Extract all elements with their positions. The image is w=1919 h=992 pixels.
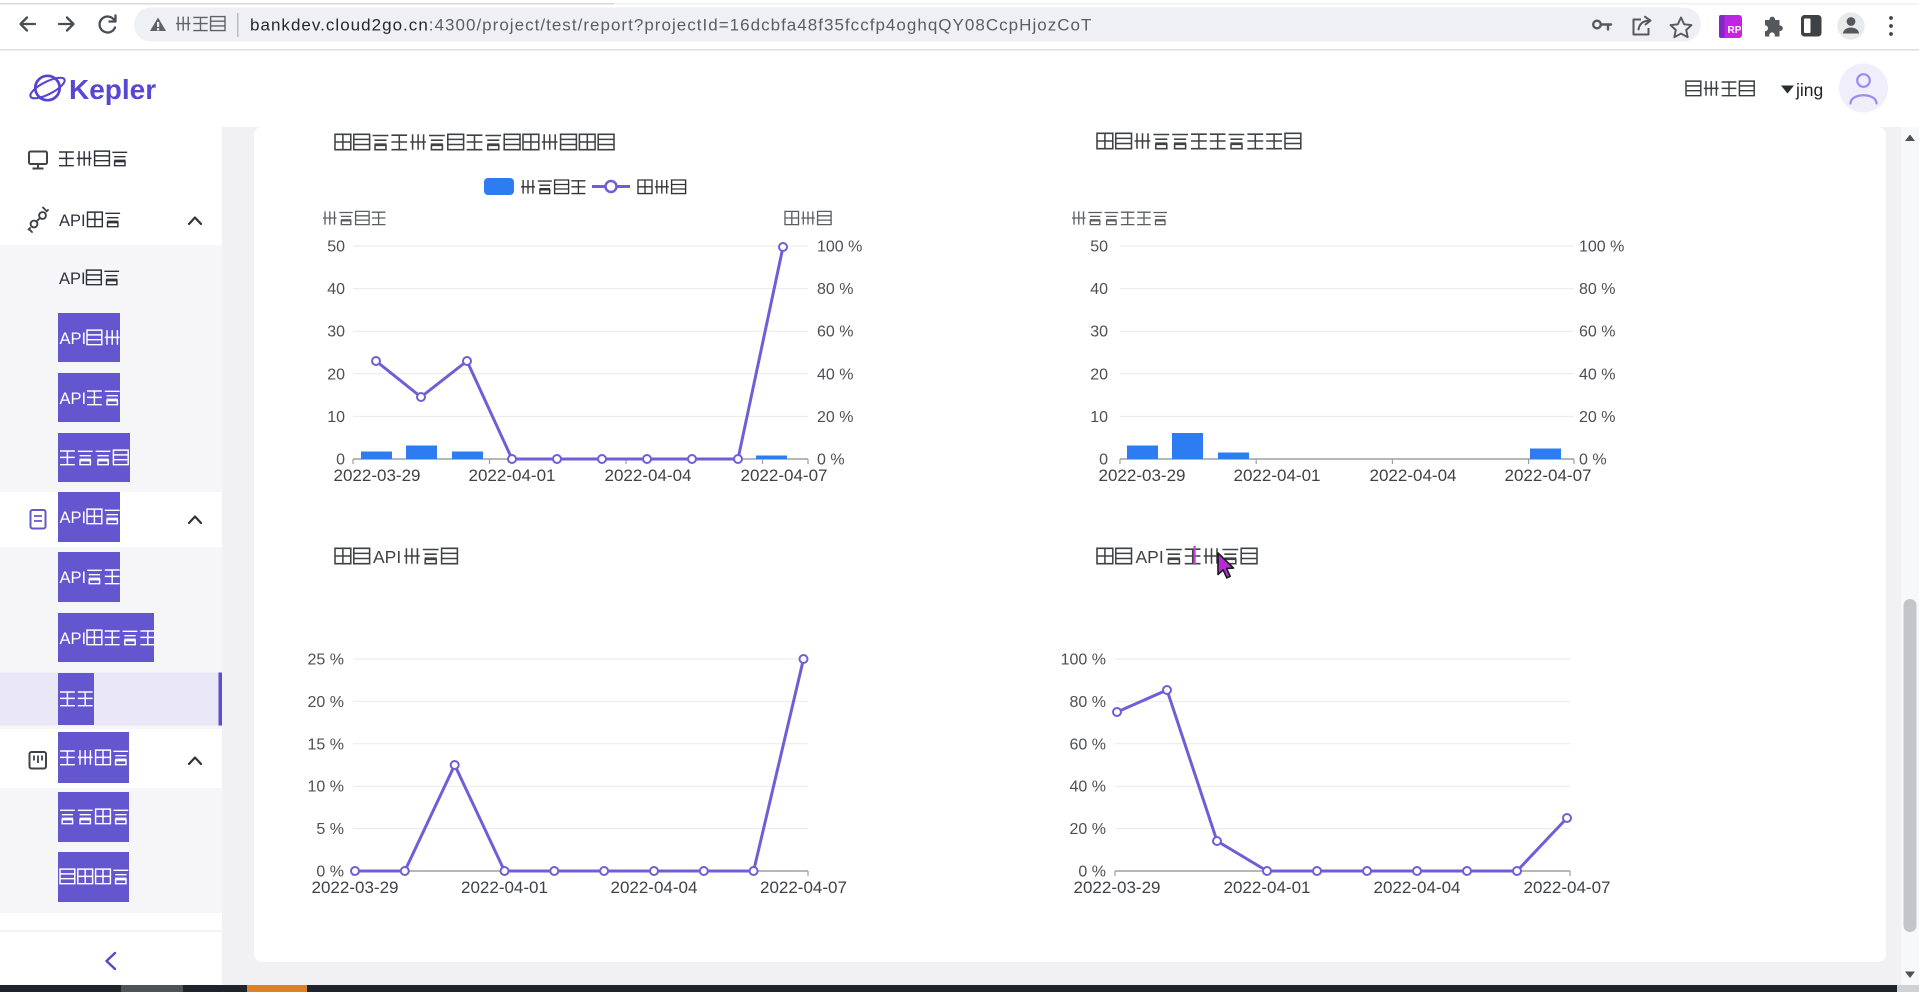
svg-text:API: API bbox=[373, 547, 401, 567]
svg-text:60 %: 60 % bbox=[1579, 324, 1615, 341]
svg-text:RP: RP bbox=[1728, 25, 1742, 36]
svg-text:2022-04-01: 2022-04-01 bbox=[1234, 466, 1321, 485]
svg-text:2022-04-04: 2022-04-04 bbox=[1370, 466, 1457, 485]
svg-text:50: 50 bbox=[327, 239, 345, 256]
svg-text:40 %: 40 % bbox=[1070, 779, 1106, 796]
svg-text:2022-04-04: 2022-04-04 bbox=[605, 466, 692, 485]
svg-text:0 %: 0 % bbox=[316, 864, 344, 881]
svg-text:2022-04-07: 2022-04-07 bbox=[741, 466, 828, 485]
svg-text:2022-03-29: 2022-03-29 bbox=[1099, 466, 1186, 485]
svg-text:40: 40 bbox=[327, 281, 345, 298]
svg-text:API: API bbox=[60, 509, 87, 527]
svg-text:20 %: 20 % bbox=[308, 694, 344, 711]
svg-text:10: 10 bbox=[327, 409, 345, 426]
svg-text:60 %: 60 % bbox=[817, 324, 853, 341]
svg-text:30: 30 bbox=[327, 324, 345, 341]
svg-text:100 %: 100 % bbox=[1579, 239, 1624, 256]
svg-text:2022-04-07: 2022-04-07 bbox=[1505, 466, 1592, 485]
svg-text:bankdev.cloud2go.cn:4300/proje: bankdev.cloud2go.cn:4300/project/test/re… bbox=[250, 16, 1092, 35]
svg-text:40: 40 bbox=[1090, 281, 1108, 298]
svg-text:100 %: 100 % bbox=[1061, 652, 1106, 669]
svg-text:20: 20 bbox=[327, 366, 345, 383]
svg-text:0 %: 0 % bbox=[817, 452, 845, 469]
svg-text:API: API bbox=[60, 330, 87, 348]
svg-text:15 %: 15 % bbox=[308, 736, 344, 753]
svg-text:0: 0 bbox=[1099, 452, 1108, 469]
svg-text:30: 30 bbox=[1090, 324, 1108, 341]
svg-text:2022-03-29: 2022-03-29 bbox=[1074, 878, 1161, 897]
svg-text:API: API bbox=[60, 630, 87, 648]
svg-text:0 %: 0 % bbox=[1579, 452, 1607, 469]
svg-text:2022-04-07: 2022-04-07 bbox=[1524, 878, 1611, 897]
svg-text:2022-03-29: 2022-03-29 bbox=[312, 878, 399, 897]
svg-text:2022-04-01: 2022-04-01 bbox=[1224, 878, 1311, 897]
svg-text:25 %: 25 % bbox=[308, 652, 344, 669]
svg-text:40 %: 40 % bbox=[817, 366, 853, 383]
svg-text:API: API bbox=[60, 390, 87, 408]
svg-text:jing: jing bbox=[1795, 80, 1823, 100]
svg-text:20: 20 bbox=[1090, 366, 1108, 383]
svg-text:60 %: 60 % bbox=[1070, 736, 1106, 753]
svg-text:80 %: 80 % bbox=[1070, 694, 1106, 711]
svg-text:0: 0 bbox=[336, 452, 345, 469]
svg-text:50: 50 bbox=[1090, 239, 1108, 256]
svg-text:20 %: 20 % bbox=[1579, 409, 1615, 426]
svg-text:10 %: 10 % bbox=[308, 779, 344, 796]
svg-text:2022-04-07: 2022-04-07 bbox=[760, 878, 847, 897]
svg-text:2022-04-04: 2022-04-04 bbox=[1374, 878, 1461, 897]
svg-text:2022-04-04: 2022-04-04 bbox=[610, 878, 697, 897]
svg-text:20 %: 20 % bbox=[1070, 821, 1106, 838]
svg-text:API: API bbox=[1136, 547, 1164, 567]
svg-text:100 %: 100 % bbox=[817, 239, 862, 256]
svg-text:80 %: 80 % bbox=[817, 281, 853, 298]
svg-text:10: 10 bbox=[1090, 409, 1108, 426]
svg-text:2022-04-01: 2022-04-01 bbox=[461, 878, 548, 897]
svg-text:40 %: 40 % bbox=[1579, 366, 1615, 383]
svg-text:80 %: 80 % bbox=[1579, 281, 1615, 298]
svg-text:2022-04-01: 2022-04-01 bbox=[469, 466, 556, 485]
svg-text:0 %: 0 % bbox=[1078, 864, 1106, 881]
svg-text:20 %: 20 % bbox=[817, 409, 853, 426]
svg-text:2022-03-29: 2022-03-29 bbox=[334, 466, 421, 485]
svg-text:5 %: 5 % bbox=[316, 821, 344, 838]
svg-text:API: API bbox=[60, 569, 87, 587]
svg-text:API: API bbox=[59, 270, 86, 288]
svg-text:Kepler: Kepler bbox=[69, 74, 156, 105]
svg-text:API: API bbox=[59, 212, 86, 230]
